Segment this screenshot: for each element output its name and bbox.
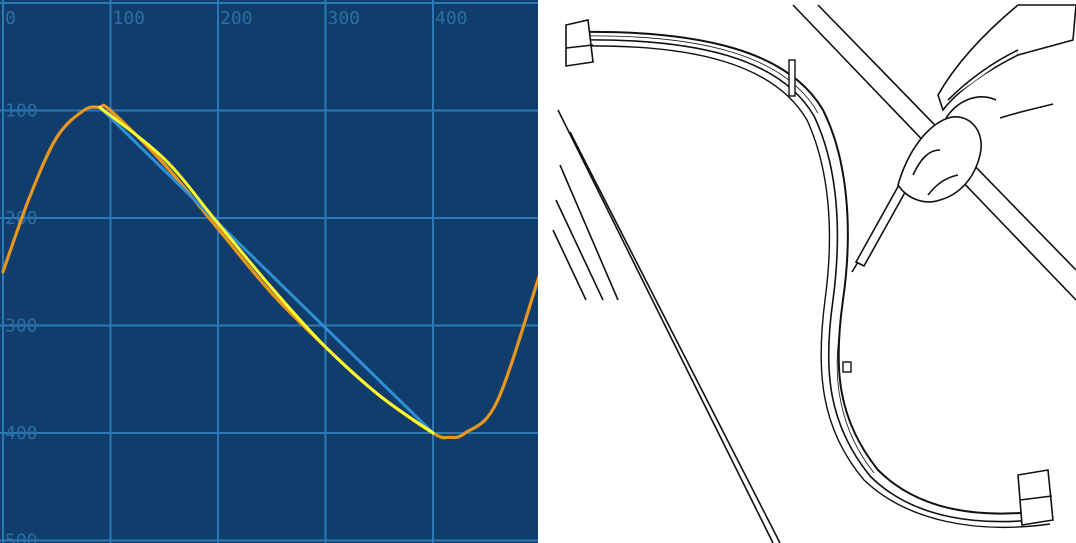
drafting-board-edges [552,4,1076,543]
chart-grid [0,0,538,543]
spline-chart: 0100200300400500100200300400500 [0,0,538,543]
y-tick-label: 400 [5,423,38,444]
x-tick-label: 0 [5,8,16,29]
x-tick-label: 200 [220,8,253,29]
drafter-hand [897,96,997,203]
drafter-sleeve [937,4,1076,119]
spline-weight-bottom [1017,469,1054,526]
x-tick-label: 300 [328,8,361,29]
x-tick-label: 100 [113,8,146,29]
spline-pin-middle [842,361,852,373]
y-tick-label: 300 [5,316,38,337]
series-line-1 [1,103,538,440]
spline-drawing-illustration [548,0,1076,543]
y-tick-label: 500 [5,531,38,543]
chart-series [1,103,538,440]
spline-weight-top [565,19,594,67]
spline-pin-top [788,59,796,97]
series-line-3 [98,105,435,435]
y-tick-label: 100 [5,101,38,122]
flexible-spline [575,30,1051,528]
series-line-2 [98,105,435,435]
x-tick-label: 400 [435,8,468,29]
